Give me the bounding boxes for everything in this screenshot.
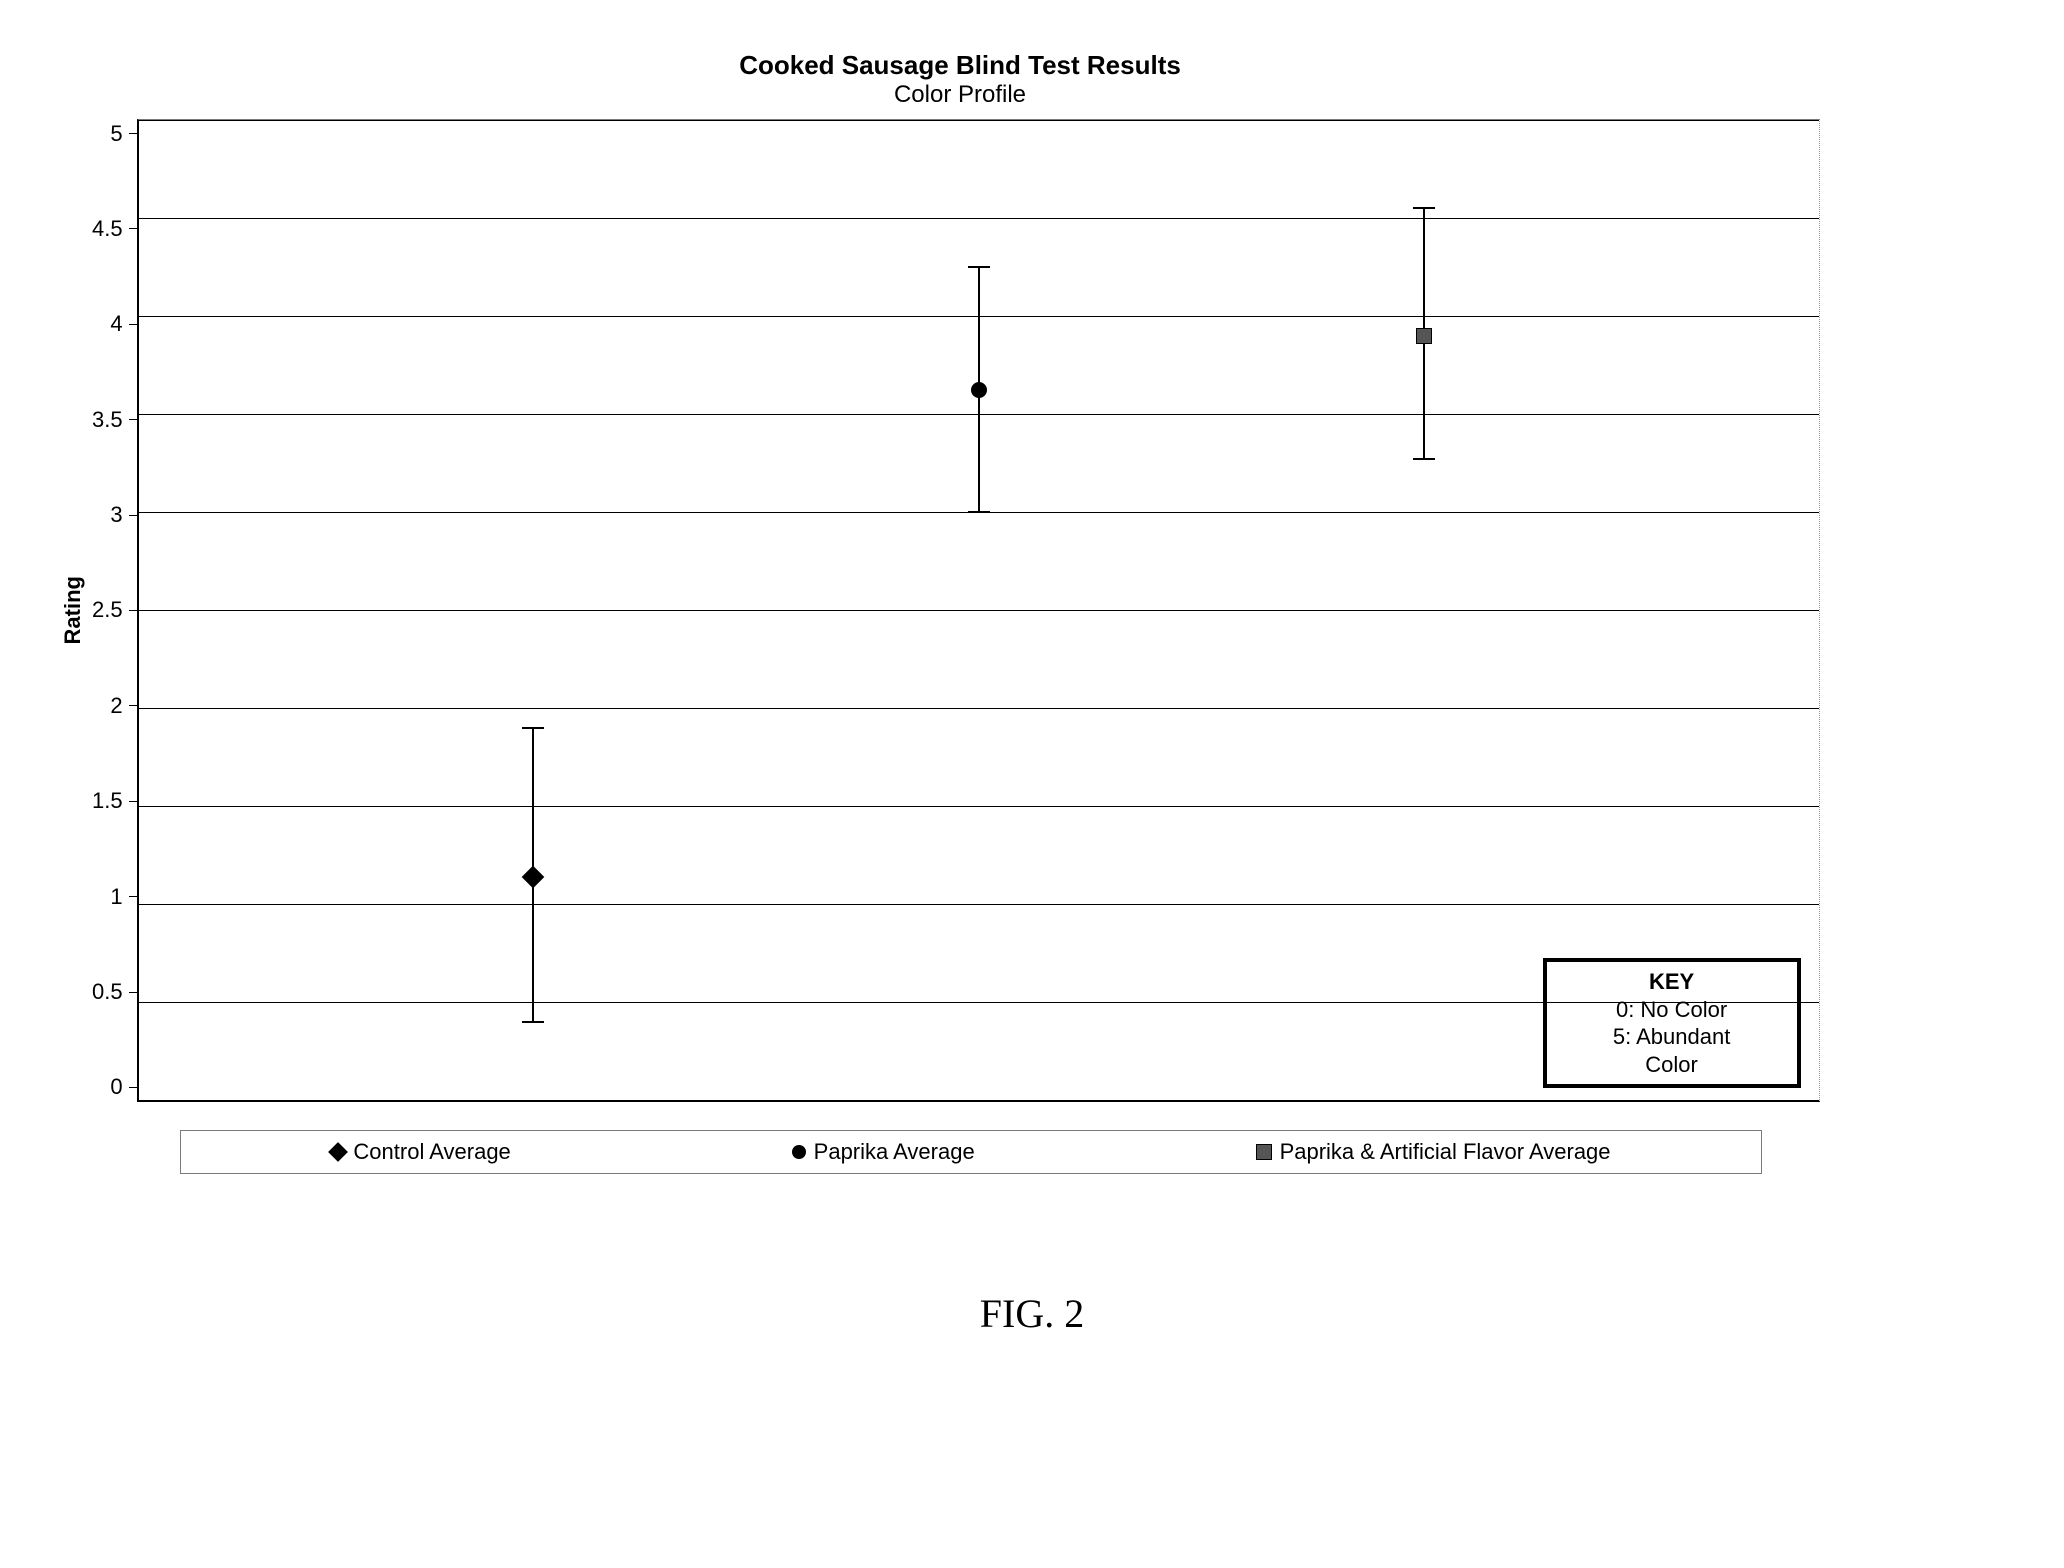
plot-area: KEY 0: No Color 5: Abundant Color [137, 119, 1820, 1102]
y-tick: 0 [110, 1074, 136, 1100]
data-point-2 [1416, 328, 1432, 344]
y-tick: 1 [110, 884, 136, 910]
y-tick-label: 5 [110, 121, 128, 147]
y-tick-mark [129, 419, 137, 420]
data-point-0 [522, 865, 545, 888]
y-tick-label: 0 [110, 1074, 128, 1100]
y-tick: 3.5 [92, 407, 137, 433]
y-tick-mark [129, 896, 137, 897]
error-cap [522, 1021, 544, 1023]
key-line-2: Color [1557, 1051, 1787, 1079]
y-tick-mark [129, 228, 137, 229]
key-line-0: 0: No Color [1557, 996, 1787, 1024]
legend-item-0: Control Average [331, 1139, 510, 1165]
y-tick-mark [129, 324, 137, 325]
y-tick-label: 0.5 [92, 979, 129, 1005]
y-tick: 4.5 [92, 216, 137, 242]
gridline [139, 708, 1819, 709]
y-tick-mark [129, 515, 137, 516]
y-tick-mark [129, 1087, 137, 1088]
error-cap [968, 266, 990, 268]
legend-label: Control Average [353, 1139, 510, 1165]
diamond-icon [329, 1142, 349, 1162]
y-tick: 2.5 [92, 597, 137, 623]
data-point-1 [971, 382, 987, 398]
key-header: KEY [1557, 968, 1787, 996]
page-root: Cooked Sausage Blind Test Results Color … [0, 0, 2064, 1568]
y-axis-label: Rating [60, 576, 86, 644]
y-tick: 5 [110, 121, 136, 147]
y-axis-ticks: 5 4.5 4 3.5 3 2.5 2 1.5 1 0.5 0 [92, 121, 137, 1101]
gridline [139, 806, 1819, 807]
error-cap [1413, 458, 1435, 460]
chart-container: Cooked Sausage Blind Test Results Color … [60, 50, 1860, 1174]
y-tick-label: 4.5 [92, 216, 129, 242]
y-tick: 4 [110, 311, 136, 337]
legend: Control Average Paprika Average Paprika & … [180, 1130, 1762, 1174]
legend-item-1: Paprika Average [792, 1139, 975, 1165]
key-box: KEY 0: No Color 5: Abundant Color [1543, 958, 1801, 1088]
y-tick-mark [129, 133, 137, 134]
y-tick-mark [129, 992, 137, 993]
legend-label: Paprika & Artificial Flavor Average [1280, 1139, 1611, 1165]
square-icon [1256, 1144, 1272, 1160]
y-tick: 3 [110, 502, 136, 528]
legend-item-2: Paprika & Artificial Flavor Average [1256, 1139, 1611, 1165]
y-tick-label: 2.5 [92, 597, 129, 623]
legend-label: Paprika Average [814, 1139, 975, 1165]
gridline [139, 610, 1819, 611]
key-line-1: 5: Abundant [1557, 1023, 1787, 1051]
y-tick-mark [129, 705, 137, 706]
y-tick: 0.5 [92, 979, 137, 1005]
y-tick-mark [129, 610, 137, 611]
y-tick-label: 3 [110, 502, 128, 528]
circle-icon [792, 1145, 806, 1159]
y-tick: 1.5 [92, 788, 137, 814]
gridline [139, 120, 1819, 121]
gridline [139, 1002, 1819, 1003]
y-tick-label: 1 [110, 884, 128, 910]
figure-caption: FIG. 2 [0, 1290, 2064, 1337]
y-tick-mark [129, 801, 137, 802]
gridline [139, 904, 1819, 905]
error-cap [1413, 207, 1435, 209]
y-tick-label: 4 [110, 311, 128, 337]
error-cap [522, 727, 544, 729]
y-tick: 2 [110, 693, 136, 719]
gridline [139, 218, 1819, 219]
y-tick-label: 2 [110, 693, 128, 719]
y-tick-label: 1.5 [92, 788, 129, 814]
title-block: Cooked Sausage Blind Test Results Color … [60, 50, 1860, 109]
plot-row: Rating 5 4.5 4 3.5 3 2.5 2 1.5 1 0.5 0 KEY 0: No C… [60, 119, 1860, 1102]
error-cap [968, 511, 990, 513]
y-tick-label: 3.5 [92, 407, 129, 433]
chart-title: Cooked Sausage Blind Test Results [60, 50, 1860, 81]
chart-subtitle: Color Profile [60, 81, 1860, 109]
